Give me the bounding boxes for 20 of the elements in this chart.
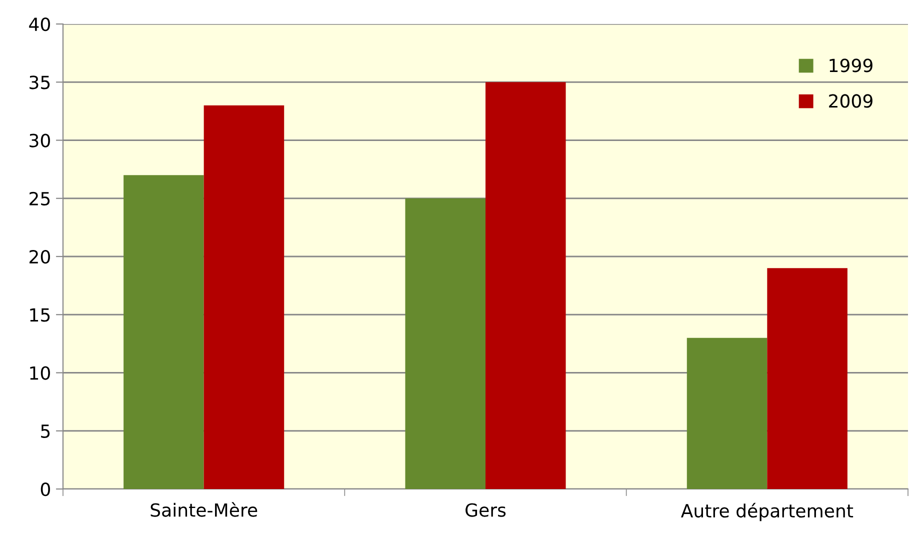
y-tick-label: 40 <box>29 17 50 32</box>
y-tick-label: 5 <box>41 424 50 438</box>
bar <box>686 338 768 489</box>
bar <box>486 82 566 489</box>
bar <box>405 198 486 489</box>
bar <box>767 268 848 489</box>
y-tick-label: 35 <box>30 76 50 90</box>
y-tick-label: 10 <box>30 366 50 380</box>
y-tick-label: 15 <box>30 308 50 322</box>
legend-label: 1999 <box>830 58 872 72</box>
y-tick-label: 0 <box>40 482 50 496</box>
y-tick-label: 20 <box>30 250 50 264</box>
legend-label: 2009 <box>829 94 872 108</box>
x-tick-label: Gers <box>466 503 506 517</box>
bar <box>204 105 284 489</box>
y-tick-label: 25 <box>30 192 50 206</box>
y-tick-label: 30 <box>30 134 50 148</box>
bar <box>124 175 204 489</box>
x-tick-label: Sainte-Mère <box>150 502 258 517</box>
x-tick-label: Autre département <box>680 502 854 522</box>
